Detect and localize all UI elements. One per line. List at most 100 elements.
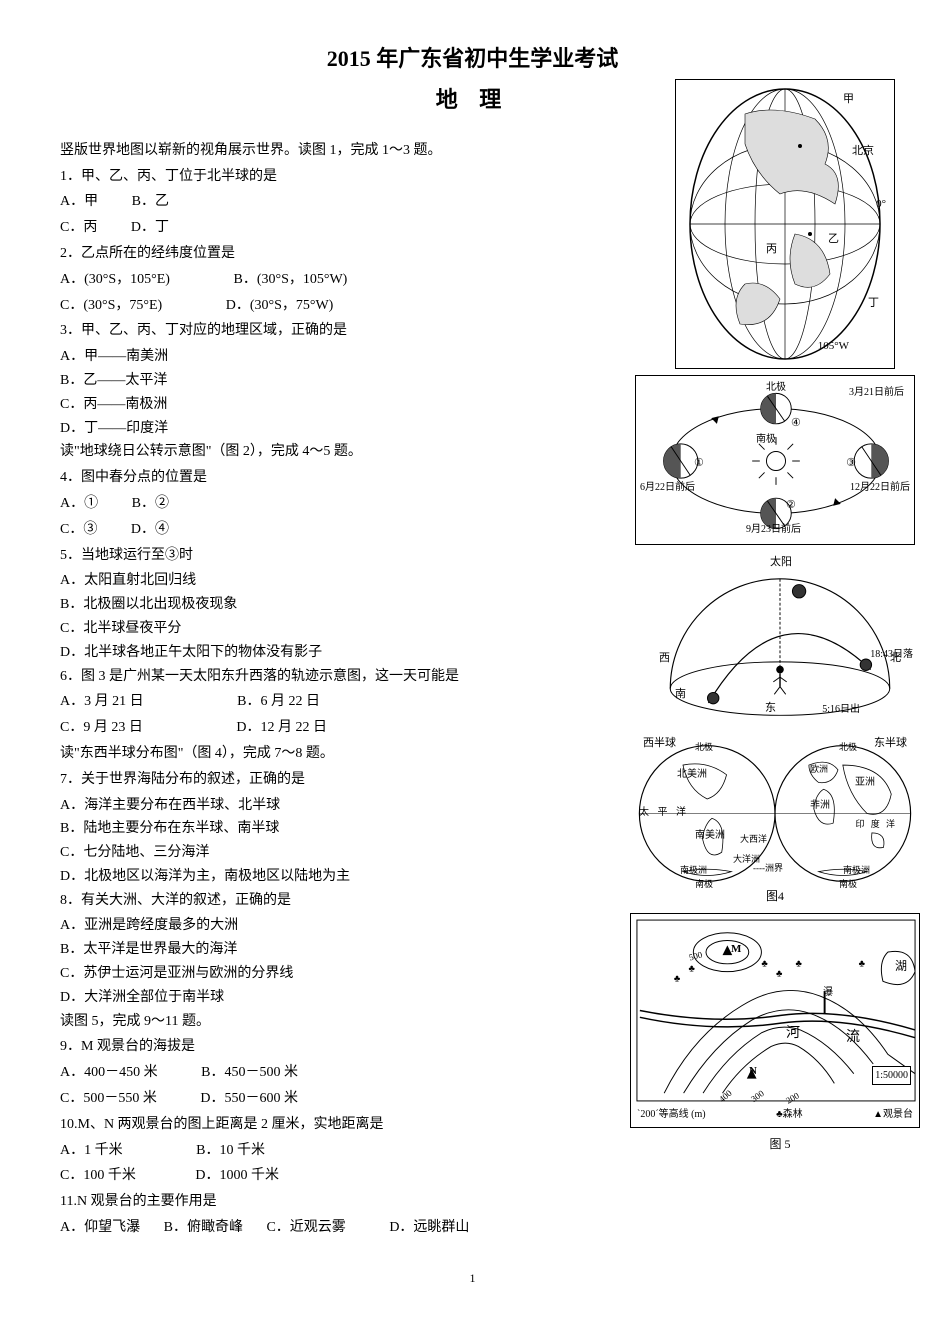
figure-column: 甲 北京 0° 乙 丙 丁 105°W	[635, 79, 925, 1154]
fig5-legend-view: ▲观景台	[873, 1106, 913, 1123]
fig4-bound: ----洲界	[753, 861, 783, 876]
q5-opt-c: C．北半球昼夜平分	[60, 617, 540, 641]
fig3-xi: 西	[659, 649, 670, 668]
fig5-m: M	[731, 940, 741, 959]
fig1-label-lon: 105°W	[818, 337, 849, 356]
q1-opt-a: A．甲	[60, 190, 98, 214]
q5-opt-a: A．太阳直射北回归线	[60, 569, 540, 593]
q10-opt-a: A．1 千米	[60, 1139, 123, 1163]
q3-opt-b: B．乙――太平洋	[60, 369, 540, 393]
figure-3: 太阳 西 北 南 东 18:43日落 5:16日出	[645, 551, 915, 726]
q11-opt-d: D．远眺群山	[389, 1216, 469, 1240]
svg-text:♣: ♣	[776, 968, 783, 979]
fig5-hu: 湖	[895, 956, 907, 976]
q7-opt-a: A．海洋主要分布在西半球、北半球	[60, 794, 540, 818]
fig4-yz: 亚洲	[855, 774, 875, 791]
fig5-legend-contour: `200´等高线 (m)	[637, 1106, 706, 1123]
fig5-pu: 瀑	[823, 984, 833, 1001]
q11-opt-b: B．俯瞰奇峰	[164, 1216, 243, 1240]
q9-opt-a: A．400－450 米	[60, 1061, 158, 1085]
fig5-c500: 500	[687, 947, 704, 965]
q4-opt-a: A．①	[60, 492, 98, 516]
fig2-n3: ③	[846, 454, 856, 473]
q6-opt-a: A．3 月 21 日	[60, 690, 144, 714]
q5-opt-b: B．北极圈以北出现极夜现象	[60, 593, 540, 617]
intro-1: 竖版世界地图以崭新的视角展示世界。读图 1，完成 1～3 题。	[60, 139, 540, 163]
fig5-caption: 图 5	[635, 1134, 925, 1154]
figure-1: 甲 北京 0° 乙 丙 丁 105°W	[675, 79, 895, 369]
q1-stem: 1．甲、乙、丙、丁位于北半球的是	[60, 165, 540, 189]
q6-opt-d: D．12 月 22 日	[236, 716, 327, 740]
fig1-label-jia: 甲	[843, 90, 854, 109]
fig2-label-d3: 9月23日前后	[746, 521, 801, 538]
q3-opt-d: D．丁――印度洋	[60, 417, 540, 441]
q10-stem: 10.M、N 两观景台的图上距离是 2 厘米，实地距离是	[60, 1113, 540, 1137]
q2-opt-c: C．(30°S，75°E)	[60, 294, 162, 318]
fig3-sunrise: 5:16日出	[822, 701, 860, 718]
question-column: 竖版世界地图以崭新的视角展示世界。读图 1，完成 1～3 题。 1．甲、乙、丙、…	[60, 139, 540, 1240]
fig2-label-d1: 3月21日前后	[849, 384, 904, 401]
q9-opt-d: D．550－600 米	[200, 1087, 298, 1111]
svg-text:♣: ♣	[859, 959, 866, 970]
fig4-west: 西半球	[643, 734, 676, 753]
q7-opt-b: B．陆地主要分布在东半球、南半球	[60, 817, 540, 841]
page-number: 1	[60, 1268, 885, 1288]
q3-opt-c: C．丙――南极洲	[60, 393, 540, 417]
q9-opt-c: C．500－550 米	[60, 1087, 157, 1111]
fig2-n4: ④	[791, 414, 801, 433]
q6-opt-b: B．6 月 22 日	[237, 690, 320, 714]
q5-stem: 5．当地球运行至③时	[60, 544, 540, 568]
q1-opt-c: C．丙	[60, 216, 97, 240]
q7-opt-c: C．七分陆地、三分海洋	[60, 841, 540, 865]
q8-opt-d: D．大洋洲全部位于南半球	[60, 986, 540, 1010]
fig1-label-zero: 0°	[876, 195, 886, 214]
q4-opt-b: B．②	[132, 492, 169, 516]
q2-opt-b: B．(30°S，105°W)	[233, 268, 347, 292]
q11-opt-a: A．仰望飞瀑	[60, 1216, 140, 1240]
q7-opt-d: D．北极地区以海洋为主，南极地区以陆地为主	[60, 865, 540, 889]
fig4-nmz: 南美洲	[695, 827, 725, 844]
fig2-label-nanji: 南极	[756, 431, 776, 448]
q1-opt-d: D．丁	[131, 216, 169, 240]
fig4-ydy: 印 度 洋	[855, 817, 897, 832]
fig5-he: 河	[786, 1022, 800, 1046]
q2-opt-a: A．(30°S，105°E)	[60, 268, 170, 292]
q6-opt-c: C．9 月 23 日	[60, 716, 143, 740]
fig3-taiyang: 太阳	[770, 553, 792, 572]
intro-4: 读图 5，完成 9～11 题。	[60, 1010, 540, 1034]
fig1-label-yi: 乙	[828, 230, 839, 249]
fig4-caption: 图4	[625, 886, 925, 906]
q9-stem: 9．M 观景台的海拔是	[60, 1035, 540, 1059]
fig2-label-d2: 12月22日前后	[850, 479, 910, 496]
fig4-oz: 欧洲	[810, 762, 828, 777]
q7-stem: 7．关于世界海陆分布的叙述，正确的是	[60, 768, 540, 792]
q5-opt-d: D．北半球各地正午太阳下的物体没有影子	[60, 641, 540, 665]
fig1-label-beijing: 北京	[852, 142, 874, 161]
q3-opt-a: A．甲――南美洲	[60, 345, 540, 369]
svg-text:♣: ♣	[761, 959, 768, 970]
q9-opt-b: B．450－500 米	[201, 1061, 298, 1085]
q2-opt-d: D．(30°S，75°W)	[226, 294, 334, 318]
intro-3: 读"东西半球分布图"（图 4），完成 7～8 题。	[60, 742, 540, 766]
q4-stem: 4．图中春分点的位置是	[60, 466, 540, 490]
fig2-n1: ①	[694, 454, 704, 473]
fig3-nan: 南	[675, 685, 686, 704]
fig2-label-beiji: 北极	[766, 379, 786, 396]
fig4-east: 东半球	[874, 734, 907, 753]
figure-2: 北极 南极 3月21日前后 12月22日前后 9月23日前后 6月22日前后 ①…	[635, 375, 915, 545]
fig5-legend-forest: ♣森林	[776, 1106, 803, 1123]
q2-stem: 2．乙点所在的经纬度位置是	[60, 242, 540, 266]
fig4-njz2: 南极洲	[843, 863, 870, 878]
q8-opt-a: A．亚洲是跨经度最多的大洲	[60, 914, 540, 938]
fig5-liu: 流	[846, 1026, 860, 1050]
q10-opt-d: D．1000 千米	[195, 1164, 279, 1188]
fig4-dxy: 大西洋	[740, 832, 767, 847]
svg-text:♣: ♣	[795, 959, 802, 970]
fig4-fz: 非洲	[810, 797, 830, 814]
intro-2: 读"地球绕日公转示意图"（图 2），完成 4～5 题。	[60, 440, 540, 464]
fig5-scale: 1:50000	[872, 1066, 911, 1085]
fig1-label-ding: 丁	[868, 294, 879, 313]
fig3-dong: 东	[765, 699, 776, 718]
q3-stem: 3．甲、乙、丙、丁对应的地理区域，正确的是	[60, 319, 540, 343]
q8-opt-b: B．太平洋是世界最大的海洋	[60, 938, 540, 962]
